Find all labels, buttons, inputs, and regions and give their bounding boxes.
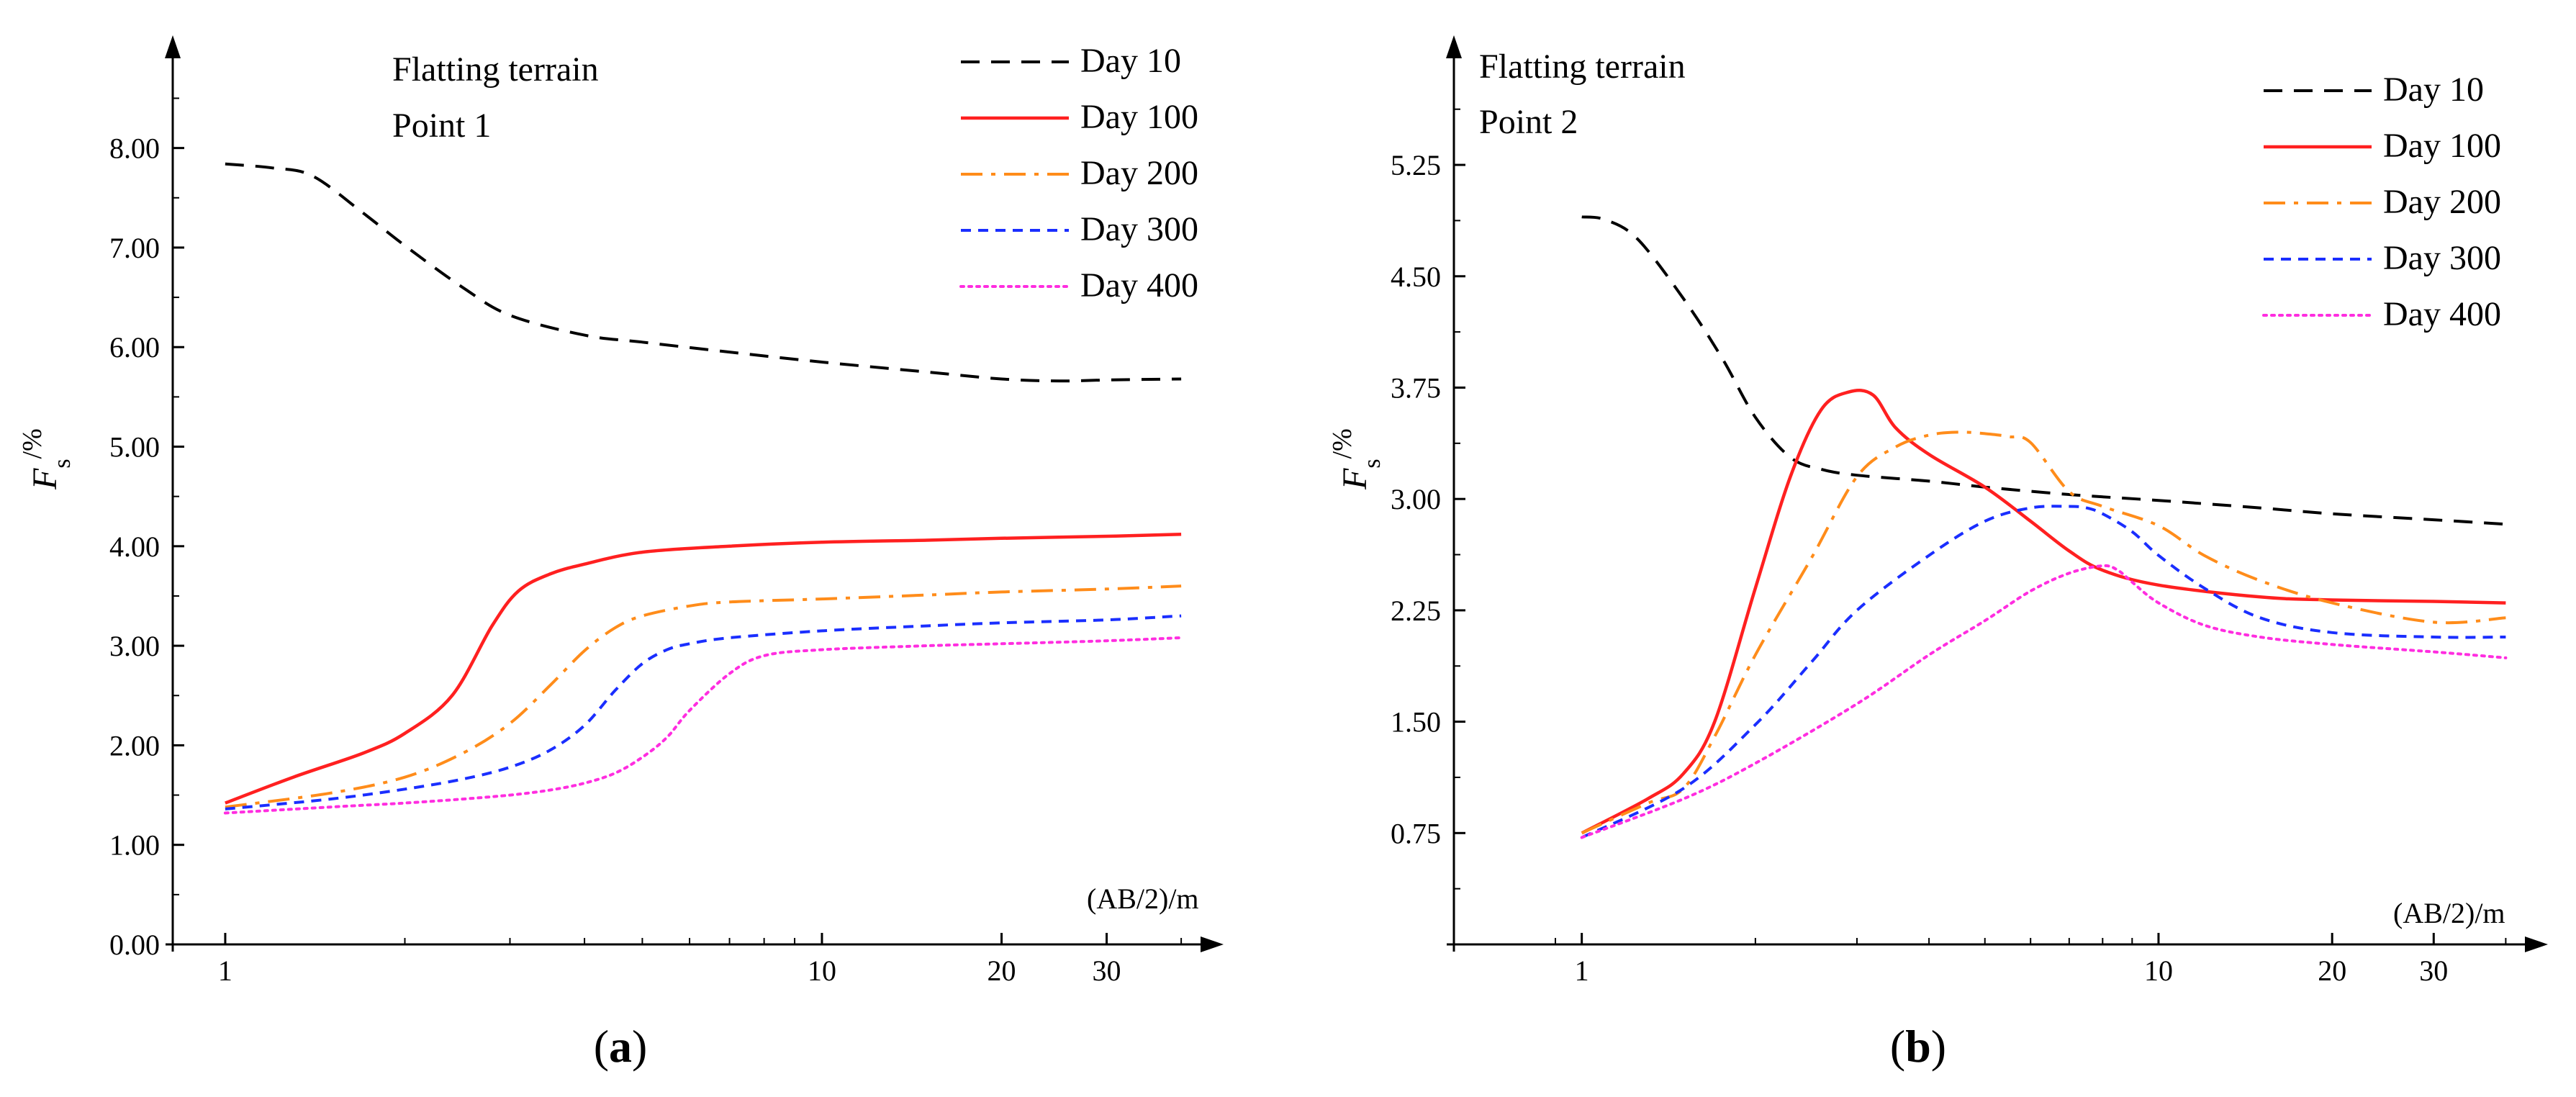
x-axis-arrow-a [1201,936,1224,952]
chart-panel-a: 0.00 1.00 2.00 3.00 4.00 5.00 6.00 7.00 8.00 1 10 2… [17,35,1224,1072]
y-tick-label-b-3: 3.00 [1391,483,1441,515]
y-tick-label-a-1: 1.00 [109,829,160,862]
y-tick-label-a-3: 3.00 [109,630,160,662]
x-tick-label-a-0: 1 [218,954,232,987]
series-line-a-day-200 [225,584,1182,809]
series-line-b-day-200 [1581,430,2506,835]
legend-label-a-4: Day 400 [1080,266,1198,304]
panel-letter-b: b [1905,1021,1931,1072]
x-axis-label-a: (AB/2)/m [1087,882,1199,915]
legend-label-b-0: Day 10 [2383,71,2484,109]
x-tick-label-b-3: 30 [2419,954,2448,987]
panel-label-b: (b) [1890,1021,1946,1072]
y-tick-label-a-7: 7.00 [109,232,160,264]
panel-label-a: (a) [594,1021,648,1072]
annotation-line1-a: Flatting terrain [392,50,599,89]
x-tick-label-a-3: 30 [1093,954,1121,987]
legend-a: Day 10 Day 100 Day 200 Day 300 Day 400 [959,42,1198,304]
series-line-a-day-400 [223,636,1183,815]
y-tick-label-b-2: 2.25 [1391,595,1441,627]
annotation-line1-b: Flatting terrain [1479,48,1686,86]
x-axis-label-b: (AB/2)/m [2393,897,2505,929]
x-tick-label-a-1: 10 [808,954,836,987]
series-line-b-day-300 [1581,505,2506,839]
legend-label-a-1: Day 100 [1080,98,1198,136]
y-axis-label-suffix-a: /% [17,428,48,459]
legend-label-a-2: Day 200 [1080,154,1198,192]
axes-b: 0.75 1.50 2.25 3.00 3.75 4.50 5.25 1 10 20 30 [1391,35,2548,987]
y-tick-label-b-1: 1.50 [1391,706,1441,739]
x-tick-label-b-0: 1 [1575,954,1589,987]
y-axis-arrow-a [165,35,181,58]
y-tick-label-a-6: 6.00 [109,331,160,364]
series-layer-b [1580,215,2508,839]
series-line-b-day-10 [1581,215,2506,526]
series-line-a-day-300 [225,614,1182,811]
series-line-a-day-100 [225,532,1182,805]
y-tick-label-a-2: 2.00 [109,729,160,762]
y-tick-label-b-6: 5.25 [1391,149,1441,181]
y-axis-arrow-b [1446,35,1462,58]
legend-label-b-3: Day 300 [2383,239,2501,277]
series-line-b-day-400 [1580,564,2508,839]
legend-b: Day 10 Day 100 Day 200 Day 300 Day 400 [2262,71,2501,333]
y-axis-label-sub-b: s [1359,459,1386,468]
y-tick-label-a-4: 4.00 [109,531,160,563]
series-line-a-day-10 [225,162,1182,383]
x-tick-label-b-1: 10 [2144,954,2173,987]
y-tick-label-a-0: 0.00 [109,929,160,961]
y-tick-label-a-8: 8.00 [109,132,160,165]
annotation-line2-a: Point 1 [392,107,491,145]
legend-label-a-0: Day 10 [1080,42,1181,80]
y-axis-label-main-b: F [1336,468,1374,490]
y-axis-label-main-a: F [26,468,64,490]
axes-a: 0.00 1.00 2.00 3.00 4.00 5.00 6.00 7.00 8.00 1 10 2… [109,35,1224,987]
legend-label-a-3: Day 300 [1080,210,1198,248]
y-tick-label-b-5: 4.50 [1391,261,1441,293]
y-tick-label-b-4: 3.75 [1391,371,1441,404]
chart-panel-b: 0.75 1.50 2.25 3.00 3.75 4.50 5.25 1 10 20 30 Flat… [1327,35,2548,1072]
annotation-line2-b: Point 2 [1479,103,1578,141]
x-tick-label-b-2: 20 [2318,954,2346,987]
panel-letter-a: a [609,1021,632,1072]
y-tick-label-a-5: 5.00 [109,431,160,464]
x-tick-label-a-2: 20 [988,954,1016,987]
series-layer-a [223,162,1183,815]
legend-label-b-1: Day 100 [2383,127,2501,165]
y-axis-label-suffix-b: /% [1327,428,1357,459]
y-axis-label-a: Fs/% [17,428,76,490]
y-tick-label-b-0: 0.75 [1391,817,1441,849]
x-axis-arrow-b [2525,936,2548,952]
legend-label-b-2: Day 200 [2383,183,2501,221]
y-axis-label-b: Fs/% [1327,428,1386,490]
y-axis-label-sub-a: s [49,459,76,468]
legend-label-b-4: Day 400 [2383,295,2501,333]
